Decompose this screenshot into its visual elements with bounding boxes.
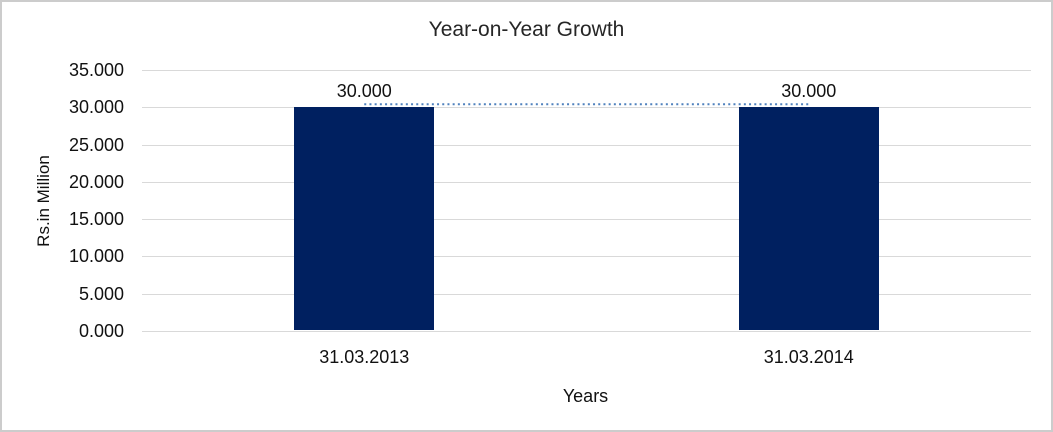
bar-data-label: 30.000 xyxy=(336,81,392,102)
gridline xyxy=(142,256,1031,258)
x-axis-category-label: 31.03.2013 xyxy=(319,347,410,367)
y-axis-tick-label: 30.000 xyxy=(68,97,124,118)
bar xyxy=(738,107,879,330)
y-axis-tick-label: 20.000 xyxy=(68,171,124,192)
bar xyxy=(294,107,435,330)
y-axis-tick-label: 5.000 xyxy=(78,283,124,304)
gridline xyxy=(142,219,1031,221)
y-axis-tick-label: 35.000 xyxy=(68,60,124,80)
gridline xyxy=(142,331,1031,332)
y-axis-tick-label: 15.000 xyxy=(68,209,124,230)
y-axis-tick-label: 10.000 xyxy=(68,246,124,267)
gridline xyxy=(142,144,1031,146)
x-axis-category-label: 31.03.2014 xyxy=(763,347,854,367)
gridline xyxy=(142,107,1031,109)
y-axis-tick-label: 25.000 xyxy=(68,134,124,155)
x-axis-title: Years xyxy=(562,386,609,406)
gridline xyxy=(142,181,1031,183)
gridline xyxy=(142,293,1031,295)
chart-title: Year-on-Year Growth xyxy=(428,18,625,41)
y-axis-tick-label: 0.000 xyxy=(78,321,124,341)
gridline xyxy=(142,70,1031,71)
bar-data-label: 30.000 xyxy=(781,81,837,102)
